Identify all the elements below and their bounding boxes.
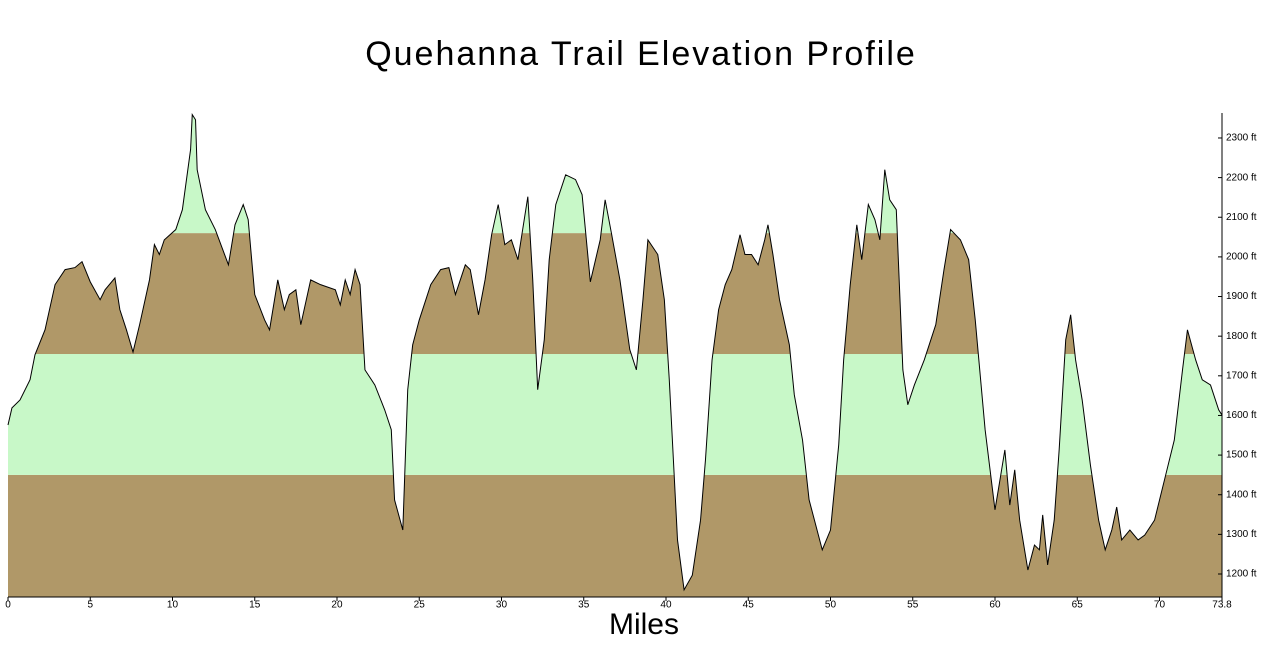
elevation-band xyxy=(8,114,1222,234)
x-tick-label: 60 xyxy=(989,600,1001,611)
y-tick-label: 1300 ft xyxy=(1226,529,1257,540)
y-tick-label: 1200 ft xyxy=(1226,569,1257,580)
x-tick-label: 35 xyxy=(578,600,590,611)
elevation-bands xyxy=(8,114,1222,597)
x-tick-label: 15 xyxy=(249,600,261,611)
y-tick-label: 2200 ft xyxy=(1226,172,1257,183)
x-tick-label: 0 xyxy=(5,600,11,611)
y-tick-label: 2100 ft xyxy=(1226,212,1257,223)
y-tick-label: 1400 ft xyxy=(1226,489,1257,500)
x-tick-label: 5 xyxy=(87,600,93,611)
elevation-band xyxy=(8,354,1222,475)
chart-title: Quehanna Trail Elevation Profile xyxy=(365,35,917,73)
elevation-band xyxy=(8,474,1222,597)
y-tick-label: 1600 ft xyxy=(1226,410,1257,421)
elevation-line xyxy=(7,112,1223,592)
x-tick-label: 20 xyxy=(331,600,343,611)
x-tick-label: 65 xyxy=(1072,600,1084,611)
y-tick-label: 1500 ft xyxy=(1226,450,1257,461)
y-tick-label: 1900 ft xyxy=(1226,291,1257,302)
x-tick-label: 30 xyxy=(496,600,508,611)
x-tick-label: 10 xyxy=(167,600,179,611)
x-tick-label: 45 xyxy=(743,600,755,611)
x-tick-label: 70 xyxy=(1154,600,1166,611)
x-tick-label: 25 xyxy=(414,600,426,611)
x-axis-label: Miles xyxy=(609,608,679,641)
x-tick-label: 50 xyxy=(825,600,837,611)
y-tick-label: 2300 ft xyxy=(1226,133,1257,144)
x-tick-label: 40 xyxy=(660,600,672,611)
x-tick-label: 55 xyxy=(907,600,919,611)
x-tick-label: 73.8 xyxy=(1212,600,1232,611)
y-tick-label: 2000 ft xyxy=(1226,252,1257,263)
y-tick-label: 1700 ft xyxy=(1226,370,1257,381)
y-tick-label: 1800 ft xyxy=(1226,331,1257,342)
